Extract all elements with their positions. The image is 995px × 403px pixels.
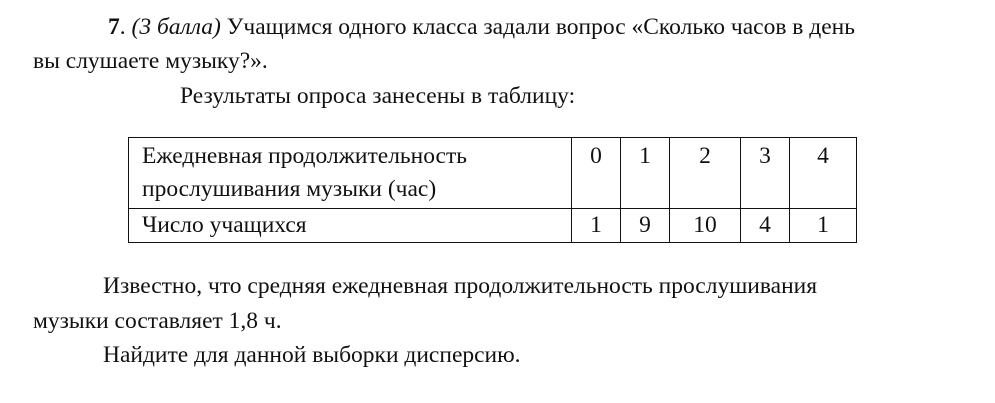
hours-cell: 2 — [669, 137, 741, 209]
problem-number: 7 — [108, 14, 120, 40]
hours-cell: 4 — [789, 137, 857, 209]
count-cell: 9 — [620, 208, 670, 243]
row-label-hours-line-1: Ежедневная продолжительность — [142, 143, 467, 169]
intro-text-3: Результаты опроса занесены в таблицу: — [180, 83, 576, 109]
row-label-hours-line-2: прослушивания музыки (час) — [142, 176, 437, 202]
hours-cell: 1 — [620, 137, 670, 209]
hours-cell: 3 — [740, 137, 790, 209]
problem-statement-line-1: 7. (3 балла) Учащимся одного класса зада… — [108, 14, 855, 40]
hours-cell: 0 — [571, 137, 621, 209]
problem-points: (3 балла) — [131, 14, 221, 40]
count-cell: 10 — [669, 208, 741, 243]
count-cell: 1 — [571, 208, 621, 243]
table-row-hours: Ежедневная продолжительность прослушивани… — [128, 137, 857, 209]
count-cell: 4 — [740, 208, 790, 243]
after-text-1: Известно, что средняя ежедневная продолж… — [103, 273, 818, 299]
intro-text-1: Учащимся одного класса задали вопрос «Ск… — [226, 14, 855, 40]
after-text-2: музыки составляет 1,8 ч. — [33, 308, 282, 334]
intro-text-2: вы слушаете музыку?». — [33, 48, 268, 74]
row-label-counts: Число учащихся — [128, 208, 572, 243]
survey-table: Ежедневная продолжительность прослушивани… — [128, 137, 857, 243]
row-label-hours: Ежедневная продолжительность прослушивани… — [128, 137, 572, 209]
count-cell: 1 — [789, 208, 857, 243]
table-row-counts: Число учащихся 1 9 10 4 1 — [128, 208, 857, 243]
question-text: Найдите для данной выборки дисперсию. — [103, 342, 521, 368]
